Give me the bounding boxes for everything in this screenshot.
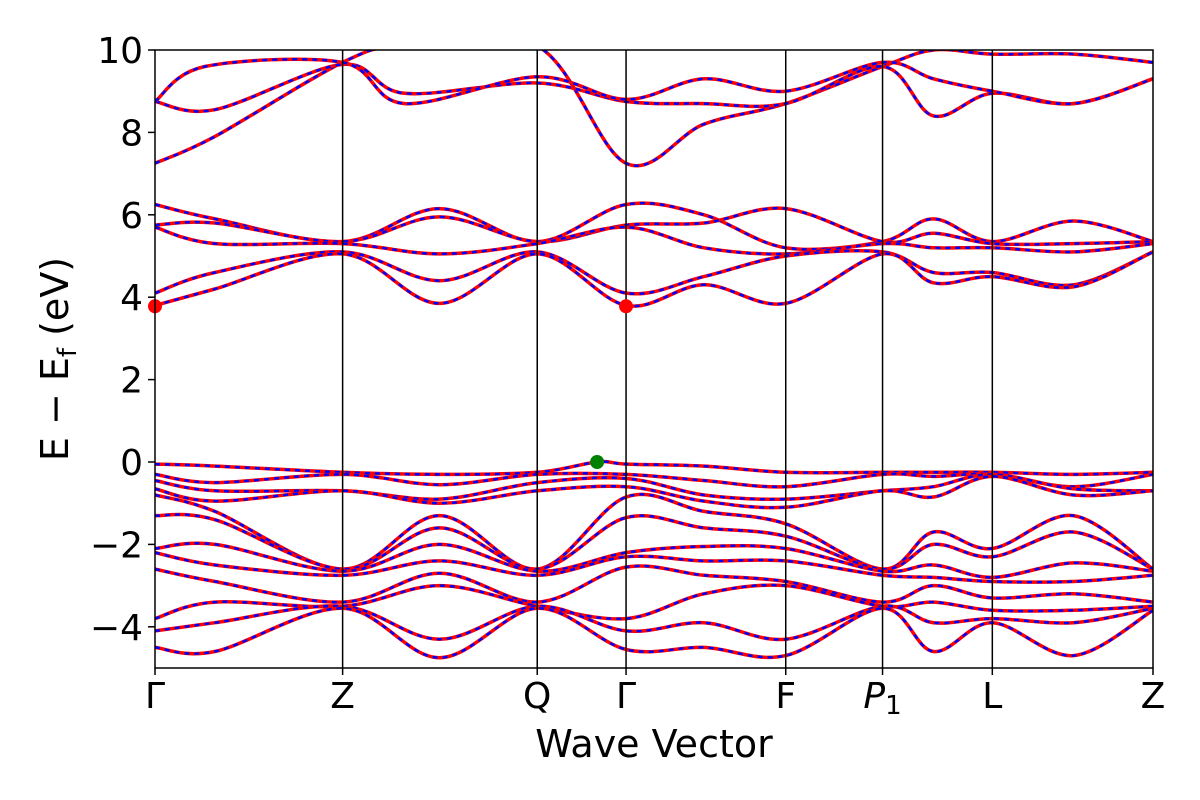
extrema-markers [148, 299, 634, 469]
band-1-dashed [155, 63, 1153, 118]
x-tick-label-0: Γ [145, 676, 165, 717]
vbm-marker-2 [590, 455, 605, 469]
y-axis-label-unit: (eV) [33, 257, 77, 348]
band-19 [155, 606, 1153, 660]
y-tick-label-6: 8 [120, 113, 143, 154]
y-tick-label-5: 6 [120, 196, 143, 237]
y-tick-label-1: −2 [90, 525, 143, 566]
y-axis-label-sub: f [53, 347, 83, 357]
y-axis-label-main: E − E [33, 357, 77, 461]
band-8-dashed [155, 460, 1153, 476]
y-tick-label-2: 0 [120, 443, 143, 484]
band-15-dashed [155, 551, 1153, 584]
x-tick-label-5: P1 [863, 676, 901, 721]
band-1 [155, 62, 1153, 119]
x-tick-label-7: Z [1141, 676, 1166, 717]
band-17 [155, 583, 1153, 621]
y-tick-label-3: 2 [120, 361, 143, 402]
band-0 [155, 50, 1153, 168]
band-7 [155, 250, 1153, 308]
y-axis-ticks: −4 −2 0 2 4 6 8 10 [90, 31, 155, 649]
band-lines [155, 50, 1153, 660]
band-16 [155, 564, 1153, 604]
y-axis-label: E − Ef (eV) [33, 257, 83, 461]
band-13 [155, 512, 1153, 571]
high-symmetry-lines [341, 50, 994, 668]
cbm-marker-1 [619, 299, 634, 314]
y-tick-label-0: −4 [90, 608, 143, 649]
band-0-dashed [155, 50, 1153, 167]
y-tick-label-7: 10 [97, 31, 143, 72]
x-tick-label-4: F [775, 676, 796, 717]
plot-frame [154, 49, 1154, 669]
x-tick-label-6: L [982, 676, 1002, 717]
x-tick-label-2: Q [523, 676, 551, 717]
x-tick-label-1: Z [330, 676, 355, 717]
x-axis-ticks: Γ Z Q Γ F P1 L Z [145, 668, 1165, 721]
x-tick-label-3: Γ [616, 676, 636, 717]
x-axis-label: Wave Vector [535, 722, 773, 766]
y-tick-label-4: 4 [120, 278, 143, 319]
band-7-dashed [155, 250, 1153, 308]
